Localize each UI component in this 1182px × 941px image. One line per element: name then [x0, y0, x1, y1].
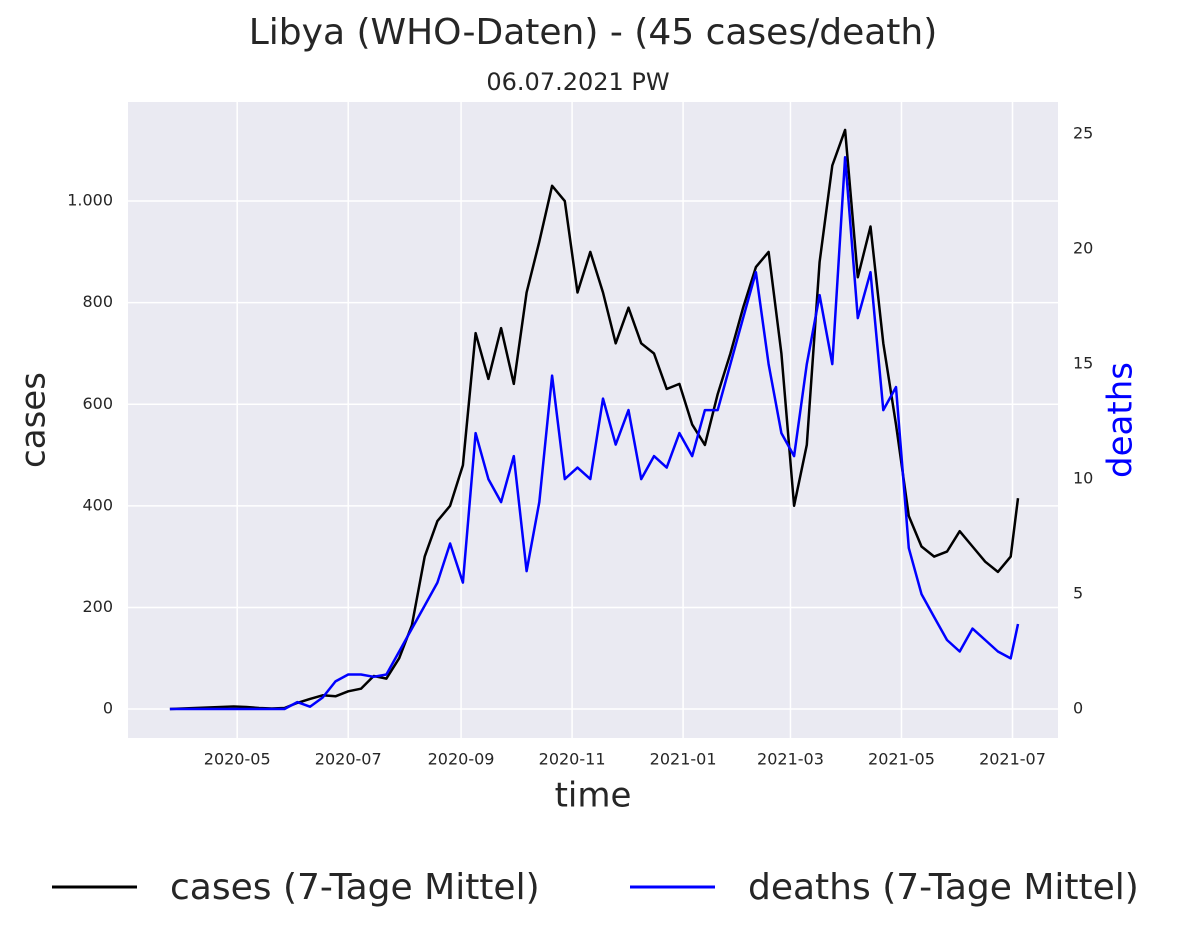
y2-axis-label: deaths — [1101, 362, 1141, 478]
y2-tick-label: 15 — [1073, 354, 1093, 373]
x-tick-label: 2020-07 — [315, 750, 382, 769]
y2-tick-label: 5 — [1073, 584, 1083, 603]
y-axis-label: cases — [14, 372, 54, 468]
y-tick-label: 800 — [82, 292, 113, 311]
y2-tick-label: 25 — [1073, 124, 1093, 143]
grid — [128, 102, 1058, 738]
series-line — [169, 155, 1020, 711]
x-tick-label: 2021-05 — [868, 750, 935, 769]
series-line — [169, 128, 1020, 711]
y-tick-label: 0 — [103, 699, 113, 718]
y-tick-label: 200 — [82, 597, 113, 616]
chart-title: Libya (WHO-Daten) - (45 cases/death) — [249, 12, 938, 53]
y-tick-label: 600 — [82, 394, 113, 413]
x-tick-label: 2021-07 — [979, 750, 1046, 769]
legend-label: cases (7-Tage Mittel) — [170, 867, 540, 908]
x-tick-label: 2021-03 — [757, 750, 824, 769]
x-tick-label: 2021-01 — [650, 750, 717, 769]
y2-tick-label: 10 — [1073, 469, 1093, 488]
y2-tick-label: 0 — [1073, 699, 1083, 718]
chart-subtitle: 06.07.2021 PW — [486, 68, 669, 96]
legend-label: deaths (7-Tage Mittel) — [748, 867, 1139, 908]
x-tick-label: 2020-09 — [428, 750, 495, 769]
y2-tick-label: 20 — [1073, 239, 1093, 258]
y-tick-label: 400 — [82, 495, 113, 514]
x-tick-label: 2020-05 — [204, 750, 271, 769]
y-tick-label: 1.000 — [67, 191, 113, 210]
x-tick-label: 2020-11 — [539, 750, 606, 769]
legend: cases (7-Tage Mittel) deaths (7-Tage Mitt… — [52, 867, 1139, 908]
x-axis-label: time — [555, 776, 632, 816]
lines — [169, 128, 1020, 711]
plot-area — [128, 102, 1058, 738]
